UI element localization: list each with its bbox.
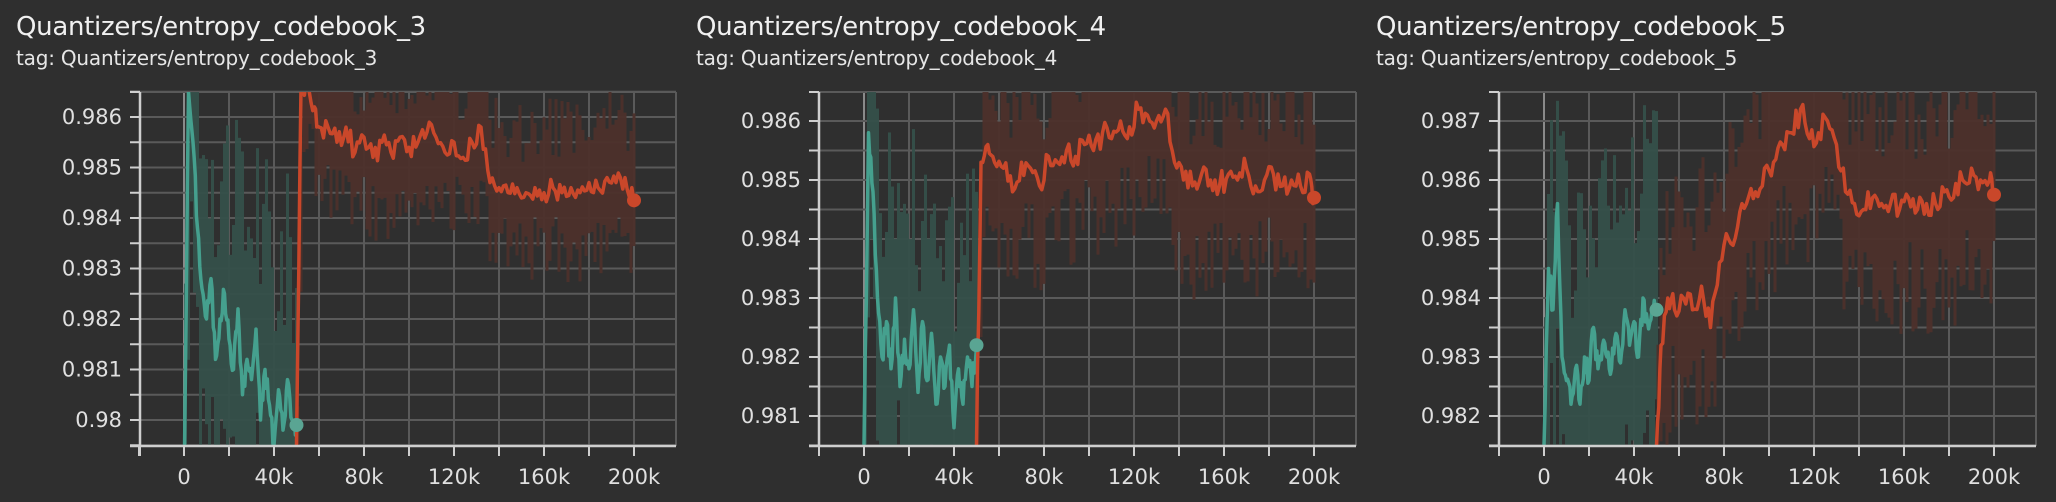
x-tick-label: 0 [1537,465,1550,489]
line-chart-codebook-3[interactable]: 0 40k 80k 120k 160k 200k 0.98 0.981 0.982 0.983 0.… [0,0,680,502]
chart-tag: tag: Quantizers/entropy_codebook_4 [696,46,1058,70]
run_2-raw-band [296,92,636,446]
line-chart-codebook-5[interactable]: 0 40k 80k 120k 160k 200k 0.982 0.983 0.984 0.985 0… [1360,0,2056,502]
x-tick-label: 120k [1788,465,1841,489]
run_2-line[interactable] [974,100,1316,446]
x-tick-label: 160k [518,465,571,489]
run_1-end-marker-icon [289,418,304,433]
y-tick-label: 0.98 [75,408,122,432]
chart-title: Quantizers/entropy_codebook_4 [696,12,1106,42]
run_1-raw-band [864,92,978,446]
y-tick-label: 0.985 [1421,227,1481,251]
chart-card-codebook-4: Quantizers/entropy_codebook_4 tag: Quant… [680,0,1360,502]
y-tick-label: 0.984 [741,227,801,251]
run_2-line[interactable] [1654,102,1996,446]
run_1-end-marker-icon [1649,302,1664,317]
y-tick-label: 0.985 [62,156,122,180]
chart-tag: tag: Quantizers/entropy_codebook_5 [1376,46,1738,70]
y-tick-label: 0.981 [741,404,801,428]
y-tick-label: 0.986 [1421,168,1481,192]
run_2-raw-band [976,92,1316,446]
y-tick-label: 0.987 [1421,109,1481,133]
chart-title: Quantizers/entropy_codebook_5 [1376,12,1786,42]
x-tick-label: 120k [428,465,481,489]
x-tick-label: 0 [177,465,190,489]
line-chart-codebook-4[interactable]: 0 40k 80k 120k 160k 200k 0.981 0.982 0.983 0.984 0… [680,0,1360,502]
x-tick-label: 200k [608,465,661,489]
run_1-line[interactable] [182,92,299,496]
run_2-raw-band [1656,92,1996,446]
y-tick-label: 0.985 [741,168,801,192]
x-tick-label: 40k [935,465,975,489]
x-tick-label: 200k [1288,465,1341,489]
y-tick-label: 0.986 [62,105,122,129]
chart-card-codebook-3: Quantizers/entropy_codebook_3 tag: Quant… [0,0,680,502]
x-tick-label: 120k [1108,465,1161,489]
chart-title: Quantizers/entropy_codebook_3 [16,12,426,42]
run_2-line[interactable] [294,81,636,446]
run_1-raw-band [184,92,298,446]
axes: 0 40k 80k 120k 160k 200k 0.98 0.981 0.982 0.983 0.… [62,91,676,489]
y-tick-label: 0.983 [1421,345,1481,369]
x-tick-label: 160k [1878,465,1931,489]
run_1-line[interactable] [862,131,979,446]
run_2-end-marker-icon [627,193,641,208]
axes: 0 40k 80k 120k 160k 200k 0.982 0.983 0.984 0.985 0… [1421,91,2036,489]
y-tick-label: 0.983 [62,257,122,281]
y-tick-label: 0.982 [1421,404,1481,428]
y-tick-label: 0.984 [62,206,122,230]
run_2-end-marker-icon [1987,187,2001,202]
y-tick-label: 0.982 [741,345,801,369]
run_1-end-marker-icon [969,338,984,353]
run_2-end-marker-icon [1307,190,1321,205]
x-tick-label: 160k [1198,465,1251,489]
y-tick-label: 0.981 [62,358,122,382]
x-tick-label: 40k [1615,465,1655,489]
x-tick-label: 80k [345,465,385,489]
x-tick-label: 80k [1705,465,1745,489]
axes: 0 40k 80k 120k 160k 200k 0.981 0.982 0.983 0.984 0… [741,91,1356,489]
x-tick-label: 200k [1968,465,2021,489]
y-tick-label: 0.986 [741,109,801,133]
y-tick-label: 0.982 [62,307,122,331]
x-tick-label: 40k [255,465,295,489]
chart-card-codebook-5: Quantizers/entropy_codebook_5 tag: Quant… [1360,0,2056,502]
y-tick-label: 0.983 [741,286,801,310]
x-tick-label: 80k [1025,465,1065,489]
run_1-line[interactable] [1542,201,1658,446]
y-tick-label: 0.984 [1421,286,1481,310]
x-tick-label: 0 [857,465,870,489]
chart-tag: tag: Quantizers/entropy_codebook_3 [16,46,378,70]
